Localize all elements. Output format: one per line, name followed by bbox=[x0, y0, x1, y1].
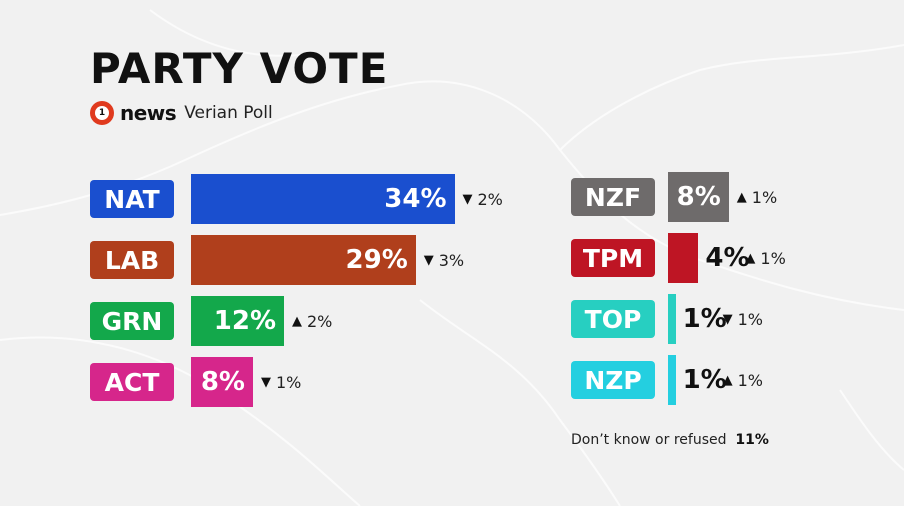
value-label: 1% bbox=[682, 304, 727, 334]
bar bbox=[668, 355, 676, 405]
value-label: 34% bbox=[384, 184, 447, 214]
change-indicator: ▼ 1% bbox=[723, 294, 763, 344]
bar-row-top: TOP 1% ▼ 1% bbox=[571, 294, 904, 344]
triangle-up-icon: ▲ bbox=[292, 313, 302, 329]
change-indicator: ▼ 2% bbox=[463, 174, 503, 224]
change-value: 1% bbox=[737, 370, 763, 390]
change-indicator: ▲ 1% bbox=[723, 355, 763, 405]
triangle-up-icon: ▲ bbox=[745, 250, 756, 266]
bar-row-nzf: NZF 8% ▲ 1% bbox=[571, 172, 904, 222]
logo-number: 1 bbox=[95, 106, 109, 120]
value-label: 8% bbox=[200, 367, 245, 397]
page-title: PARTY VOTE bbox=[90, 44, 389, 93]
triangle-down-icon: ▼ bbox=[722, 311, 733, 327]
value-label: 1% bbox=[682, 365, 727, 395]
party-label: TOP bbox=[571, 300, 655, 338]
change-value: 1% bbox=[737, 309, 763, 329]
party-label: NZF bbox=[571, 178, 655, 216]
change-value: 1% bbox=[751, 187, 778, 207]
bar bbox=[668, 172, 729, 222]
party-label: LAB bbox=[90, 241, 174, 279]
triangle-down-icon: ▼ bbox=[423, 252, 434, 268]
bar-row-lab: LAB 29% ▼ 3% bbox=[90, 235, 904, 285]
party-label: NAT bbox=[90, 180, 174, 218]
news-logo-icon: 1 bbox=[90, 101, 114, 125]
change-indicator: ▲ 1% bbox=[745, 233, 785, 283]
bar bbox=[191, 357, 253, 407]
bar bbox=[191, 296, 284, 346]
party-label: ACT bbox=[90, 363, 174, 401]
party-label: NZP bbox=[571, 361, 655, 399]
triangle-down-icon: ▼ bbox=[261, 374, 271, 390]
dont-know-note: Don’t know or refused 11% bbox=[571, 432, 769, 448]
change-value: 1% bbox=[760, 248, 786, 268]
value-label: 12% bbox=[213, 306, 276, 336]
party-label: TPM bbox=[571, 239, 655, 277]
value-label: 8% bbox=[676, 182, 721, 212]
bar-row-nat: NAT 34% ▼ 2% bbox=[90, 174, 904, 224]
note-text: Don’t know or refused bbox=[571, 432, 727, 448]
triangle-down-icon: ▼ bbox=[462, 191, 473, 207]
triangle-up-icon: ▲ bbox=[722, 372, 733, 388]
bar-row-nzp: NZP 1% ▲ 1% bbox=[571, 355, 904, 405]
change-value: 2% bbox=[307, 311, 333, 331]
change-indicator: ▲ 1% bbox=[737, 172, 777, 222]
bar bbox=[668, 233, 699, 283]
note-value: 11% bbox=[735, 432, 769, 448]
logo-text: news bbox=[120, 101, 177, 125]
value-label: 29% bbox=[345, 245, 408, 275]
change-value: 2% bbox=[477, 189, 503, 209]
change-indicator: ▼ 3% bbox=[424, 235, 464, 285]
brand-line: 1 news Verian Poll bbox=[90, 98, 273, 128]
bar bbox=[668, 294, 676, 344]
change-value: 3% bbox=[438, 250, 465, 270]
party-label: GRN bbox=[90, 302, 174, 340]
triangle-up-icon: ▲ bbox=[736, 189, 747, 205]
bar-row-grn: GRN 12% ▲ 2% bbox=[90, 296, 904, 346]
change-indicator: ▼ 1% bbox=[261, 357, 301, 407]
bar bbox=[191, 235, 416, 285]
bar-row-act: ACT 8% ▼ 1% bbox=[90, 357, 904, 407]
change-indicator: ▲ 2% bbox=[292, 296, 332, 346]
change-value: 1% bbox=[276, 372, 302, 392]
value-label: 4% bbox=[705, 243, 750, 273]
bar bbox=[191, 174, 455, 224]
bar-row-tpm: TPM 4% ▲ 1% bbox=[571, 233, 904, 283]
poll-name: Verian Poll bbox=[184, 103, 273, 123]
